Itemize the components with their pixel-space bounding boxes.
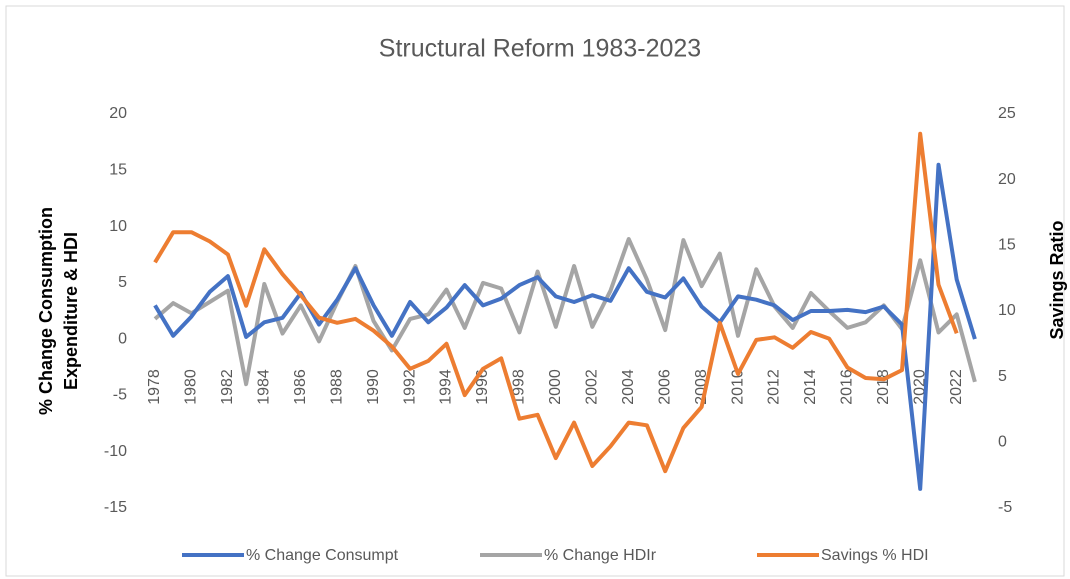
- legend-label: Savings % HDI: [821, 547, 929, 564]
- x-tick-label: 1984: [256, 369, 273, 405]
- x-tick-label: 2002: [583, 369, 600, 405]
- chart-title: Structural Reform 1983-2023: [379, 35, 701, 63]
- x-tick-label: 1992: [401, 369, 418, 405]
- legend-label: % Change HDIr: [544, 547, 657, 564]
- x-tick-label: 1978: [146, 369, 163, 405]
- series-line: [153, 162, 977, 491]
- x-tick-label: 1986: [292, 369, 309, 405]
- legend-label: % Change Consumpt: [246, 547, 399, 564]
- y-tick-label: -5: [113, 387, 127, 404]
- y2-tick-label: 20: [998, 171, 1016, 188]
- x-tick-label: 1990: [365, 369, 382, 405]
- y-tick-label: 0: [118, 330, 127, 347]
- series-line: [153, 237, 977, 387]
- y2-tick-label: 25: [998, 105, 1016, 122]
- x-tick-label: 1980: [183, 369, 200, 405]
- x-tick-label: 2006: [656, 369, 673, 405]
- y-tick-label: -10: [104, 443, 127, 460]
- y2-tick-label: 5: [998, 368, 1007, 385]
- y2-tick-label: 15: [998, 237, 1016, 254]
- y-axis-label: % Change Consumption: [36, 207, 56, 415]
- x-tick-label: 2016: [839, 369, 856, 405]
- y-tick-label: -15: [104, 499, 127, 516]
- y-tick-label: 5: [118, 274, 127, 291]
- x-tick-label: 1988: [328, 369, 345, 405]
- x-tick-label: 2000: [547, 369, 564, 405]
- y-tick-label: 20: [109, 105, 127, 122]
- y2-tick-label: 10: [998, 302, 1016, 319]
- y2-tick-label: 0: [998, 434, 1007, 451]
- y-axis-label: Expenditure & HDI: [61, 232, 81, 390]
- x-tick-label: 2014: [802, 369, 819, 405]
- chart-border: [5, 5, 1065, 577]
- y2-axis-label: Savings Ratio: [1047, 220, 1067, 339]
- y-tick-label: 10: [109, 218, 127, 235]
- x-tick-label: 2004: [620, 369, 637, 405]
- y2-tick-label: -5: [998, 499, 1012, 516]
- x-tick-label: 1998: [511, 369, 528, 405]
- x-tick-label: 2022: [948, 369, 965, 405]
- series-line: [153, 131, 959, 474]
- x-tick-label: 1994: [438, 369, 455, 405]
- x-tick-label: 2012: [766, 369, 783, 405]
- x-tick-label: 2010: [729, 369, 746, 405]
- x-tick-label: 1982: [219, 369, 236, 405]
- y-tick-label: 15: [109, 162, 127, 179]
